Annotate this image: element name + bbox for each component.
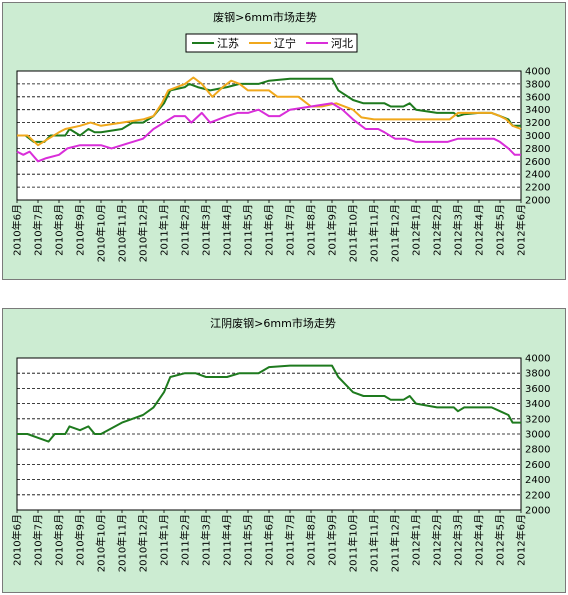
chart2-x-tick-label: 2010年9月 (74, 514, 87, 566)
chart1-y-tick-label: 3200 (525, 118, 550, 129)
chart2-y-tick-label: 2000 (525, 506, 550, 517)
chart1-title: 废钢>6mm市场走势 (213, 10, 317, 24)
chart2-x-tick-label: 2010年11月 (116, 514, 129, 572)
chart2-y-tick-label: 2800 (525, 445, 550, 456)
chart2-series-line (17, 364, 521, 443)
chart1-x-tick-label: 2011年2月 (179, 204, 192, 256)
chart2-y-tick-label: 4000 (525, 354, 550, 365)
chart2-x-tick-label: 2011年4月 (221, 514, 234, 566)
chart1-y-tick-label: 2400 (525, 170, 550, 181)
chart2-y-tick-label: 3600 (525, 384, 550, 395)
chart2-y-tick-label: 3200 (525, 414, 550, 425)
chart2-x-tick-label: 2011年3月 (200, 514, 213, 566)
chart1-x-tick-label: 2012年5月 (494, 204, 507, 256)
chart2-y-tick-label: 3000 (525, 430, 550, 441)
chart1-x-tick-label: 2012年4月 (473, 204, 486, 256)
chart2-x-tick-label: 2010年12月 (137, 514, 150, 572)
chart1-x-tick-label: 2011年8月 (305, 204, 318, 256)
chart2-x-tick-label: 2012年5月 (494, 514, 507, 566)
chart1-x-tick-label: 2010年8月 (53, 204, 66, 256)
chart1-x-tick-label: 2011年6月 (263, 204, 276, 256)
chart-bottom-svg: 江阴废钢>6mm市场走势 2000 2200 2400 2600 2800 3000 3200… (11, 316, 551, 572)
chart2-x-tick-label: 2012年4月 (473, 514, 486, 566)
chart1-x-tick-label: 2010年10月 (95, 204, 108, 262)
chart2-x-tick-label: 2010年10月 (95, 514, 108, 572)
chart1-x-tick-label: 2011年11月 (368, 204, 381, 262)
chart1-series-line (16, 102, 521, 163)
chart1-x-tick-label: 2012年1月 (410, 204, 423, 256)
chart1-y-tick-label: 3800 (525, 79, 550, 90)
chart1-x-tick-label: 2010年6月 (11, 204, 24, 256)
chart1-x-tick-label: 2010年11月 (116, 204, 129, 262)
chart2-x-tick-label: 2011年5月 (242, 514, 255, 566)
chart-panel-bottom: 江阴废钢>6mm市场走势 2000 2200 2400 2600 2800 3000 3200… (2, 308, 566, 593)
chart1-x-tick-label: 2011年9月 (326, 204, 339, 256)
chart1-legend-label: 辽宁 (274, 36, 296, 50)
chart2-x-tick-label: 2012年2月 (431, 514, 444, 566)
chart1-x-tick-label: 2010年12月 (137, 204, 150, 262)
chart2-y-tick-label: 3400 (525, 399, 550, 410)
chart2-x-tick-label: 2011年9月 (326, 514, 339, 566)
chart2-x-tick-label: 2011年12月 (389, 514, 402, 572)
chart2-x-tick-label: 2011年6月 (263, 514, 276, 566)
chart1-y-tick-label: 3000 (525, 131, 550, 142)
chart2-x-tick-label: 2012年3月 (452, 514, 465, 566)
chart1-y-tick-label: 3600 (525, 92, 550, 103)
chart2-x-tick-label: 2010年7月 (32, 514, 45, 566)
chart1-y-tick-label: 2000 (525, 196, 550, 207)
chart1-x-tick-label: 2011年7月 (284, 204, 297, 256)
chart1-x-tick-label: 2011年1月 (158, 204, 171, 256)
chart-panel-top: 废钢>6mm市场走势 2000 2200 2400 2600 2800 3000 3200 34… (2, 2, 566, 280)
chart1-y-tick-label: 3400 (525, 105, 550, 116)
chart2-y-tick-label: 2600 (525, 460, 550, 471)
chart2-x-tick-label: 2012年1月 (410, 514, 423, 566)
chart1-x-tick-label: 2011年10月 (347, 204, 360, 262)
chart1-x-tick-label: 2011年12月 (389, 204, 402, 262)
chart2-y-tick-label: 2400 (525, 475, 550, 486)
chart2-x-tick-label: 2011年11月 (368, 514, 381, 572)
chart2-x-tick-label: 2010年6月 (11, 514, 24, 566)
chart1-x-tick-label: 2011年5月 (242, 204, 255, 256)
chart1-x-tick-label: 2012年2月 (431, 204, 444, 256)
chart2-x-tick-label: 2011年10月 (347, 514, 360, 572)
chart1-legend-label: 河北 (331, 37, 353, 50)
chart1-y-tick-label: 2600 (525, 157, 550, 168)
chart2-x-tick-label: 2010年8月 (53, 514, 66, 566)
chart1-x-tick-label: 2010年7月 (32, 204, 45, 256)
chart1-series-line (17, 76, 522, 147)
chart1-legend (185, 33, 358, 53)
chart2-x-tick-label: 2011年1月 (158, 514, 171, 566)
chart1-y-tick-label: 4000 (525, 67, 550, 78)
chart-top-svg: 废钢>6mm市场走势 2000 2200 2400 2600 2800 3000 3200 34… (11, 10, 551, 262)
chart2-y-tick-label: 2200 (525, 490, 550, 501)
chart1-y-tick-label: 2200 (525, 183, 550, 194)
chart1-legend-label: 江苏 (217, 37, 239, 50)
chart2-y-tick-label: 3800 (525, 369, 550, 380)
chart1-x-tick-label: 2010年9月 (74, 204, 87, 256)
chart1-x-tick-label: 2011年3月 (200, 204, 213, 256)
chart2-x-tick-label: 2011年8月 (305, 514, 318, 566)
chart1-x-tick-label: 2012年3月 (452, 204, 465, 256)
chart2-x-tick-label: 2011年2月 (179, 514, 192, 566)
chart2-x-tick-label: 2012年6月 (515, 514, 528, 566)
chart2-title: 江阴废钢>6mm市场走势 (210, 316, 336, 330)
chart1-y-tick-label: 2800 (525, 144, 550, 155)
chart2-x-tick-label: 2011年7月 (284, 514, 297, 566)
chart1-x-tick-label: 2011年4月 (221, 204, 234, 256)
chart1-x-tick-label: 2012年6月 (515, 204, 528, 256)
